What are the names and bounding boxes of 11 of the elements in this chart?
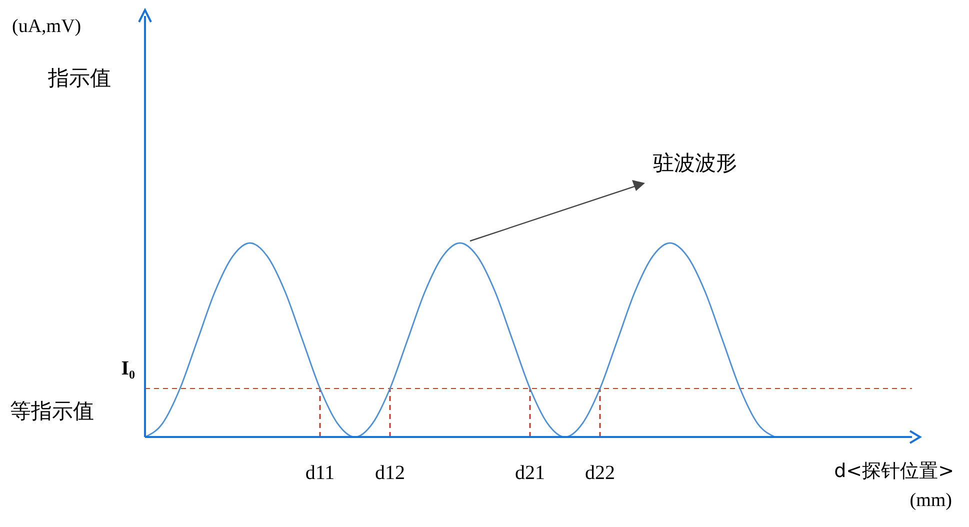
text: (mm) [910, 490, 952, 511]
text: 指示值 [47, 66, 111, 90]
x-axis-title: d<探针位置> [834, 460, 954, 482]
text: 驻波波形 [653, 151, 737, 175]
x-tick-label: d12 [375, 462, 405, 484]
ref-line-label: I₀ [121, 358, 135, 380]
x-tick-label: d22 [585, 462, 615, 484]
text: 等指示值 [10, 399, 94, 423]
text: (uA,mV) [12, 16, 82, 37]
x-tick-label: d21 [515, 462, 545, 484]
x-tick-label: d11 [305, 462, 335, 484]
